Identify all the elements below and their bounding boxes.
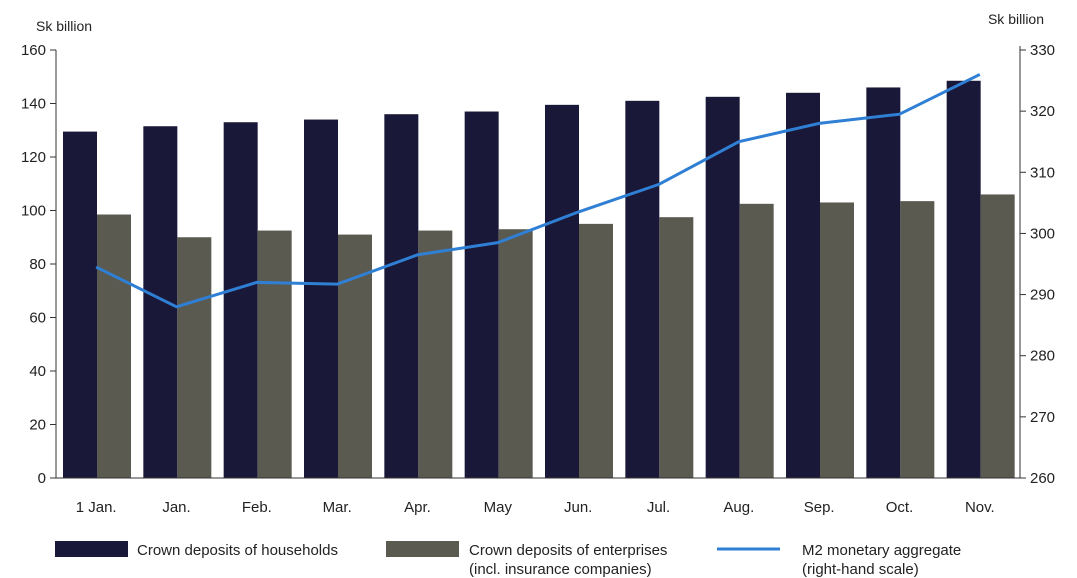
- x-tick-label: 1 Jan.: [76, 499, 117, 516]
- right-tick-label: 320: [1030, 103, 1055, 120]
- right-tick-label: 260: [1030, 470, 1055, 487]
- bar-households: [304, 119, 338, 479]
- x-tick-label: Sep.: [804, 499, 835, 516]
- x-tick-label: Jan.: [162, 499, 190, 516]
- left-tick-label: 80: [29, 256, 46, 273]
- right-axis-unit: Sk billion: [988, 11, 1044, 27]
- bar-enterprises: [498, 229, 533, 478]
- bar-enterprises: [97, 214, 131, 478]
- bar-enterprises: [177, 237, 212, 478]
- bar-enterprises: [418, 230, 453, 478]
- legend-label-households: Crown deposits of households: [137, 542, 338, 559]
- legend-label-enterprises: Crown deposits of enterprises: [469, 542, 667, 559]
- bar-enterprises: [739, 203, 774, 478]
- bar-households: [143, 126, 178, 479]
- legend-swatch-enterprises: [386, 541, 459, 557]
- bar-enterprises: [338, 234, 372, 478]
- bar-enterprises: [980, 194, 1015, 478]
- bar-enterprises: [579, 223, 613, 478]
- left-tick-label: 120: [21, 149, 46, 166]
- bar-enterprises: [257, 230, 292, 478]
- x-tick-label: Oct.: [886, 499, 914, 516]
- left-tick-label: 100: [21, 203, 46, 220]
- x-tick-label: May: [484, 499, 513, 516]
- left-axis: 0 20 40 60 80 100 120 140 160: [21, 42, 56, 487]
- left-tick-label: 60: [29, 310, 46, 327]
- x-tick-label: Mar.: [323, 499, 352, 516]
- m2-line-layer: [95, 73, 981, 309]
- right-axis: 260 270 280 290 300 310 320 330: [1020, 42, 1055, 487]
- bar-households: [786, 92, 820, 479]
- x-axis-labels: 1 Jan. Jan. Feb. Mar. Apr. May Jun. Jul. Aug. Sep…: [76, 499, 995, 516]
- right-tick-label: 290: [1030, 287, 1055, 304]
- m2-line: [95, 73, 981, 309]
- legend-label-enterprises-line2: (incl. insurance companies): [469, 561, 652, 578]
- bar-households: [223, 122, 258, 478]
- x-tick-label: Jul.: [647, 499, 670, 516]
- bar-households: [464, 111, 499, 479]
- left-tick-label: 0: [38, 470, 46, 487]
- bar-households: [63, 131, 97, 478]
- bar-households: [384, 114, 419, 478]
- right-tick-label: 280: [1030, 348, 1055, 365]
- x-tick-label: Feb.: [242, 499, 272, 516]
- legend: Crown deposits of households Crown depos…: [55, 541, 961, 578]
- legend-label-m2: M2 monetary aggregate: [802, 542, 961, 559]
- x-tick-label: Apr.: [404, 499, 431, 516]
- x-tick-label: Jun.: [564, 499, 592, 516]
- right-tick-label: 330: [1030, 42, 1055, 59]
- legend-label-m2-line2: (right-hand scale): [802, 561, 919, 578]
- bar-households: [545, 104, 579, 479]
- left-tick-label: 40: [29, 363, 46, 380]
- bar-enterprises: [659, 217, 694, 478]
- bar-households: [866, 87, 901, 478]
- x-tick-label: Nov.: [965, 499, 995, 516]
- bar-households: [705, 96, 740, 478]
- right-tick-label: 300: [1030, 225, 1055, 242]
- left-tick-label: 160: [21, 42, 46, 59]
- right-tick-label: 310: [1030, 164, 1055, 181]
- bar-households: [946, 80, 981, 478]
- x-tick-label: Aug.: [723, 499, 754, 516]
- bar-households: [625, 100, 660, 478]
- bar-enterprises: [820, 202, 854, 478]
- legend-swatch-households: [55, 541, 128, 557]
- left-tick-label: 20: [29, 417, 46, 434]
- bars: [63, 80, 1015, 479]
- right-tick-label: 270: [1030, 409, 1055, 426]
- left-tick-label: 140: [21, 96, 46, 113]
- left-axis-unit: Sk billion: [36, 18, 92, 34]
- bar-enterprises: [900, 201, 935, 478]
